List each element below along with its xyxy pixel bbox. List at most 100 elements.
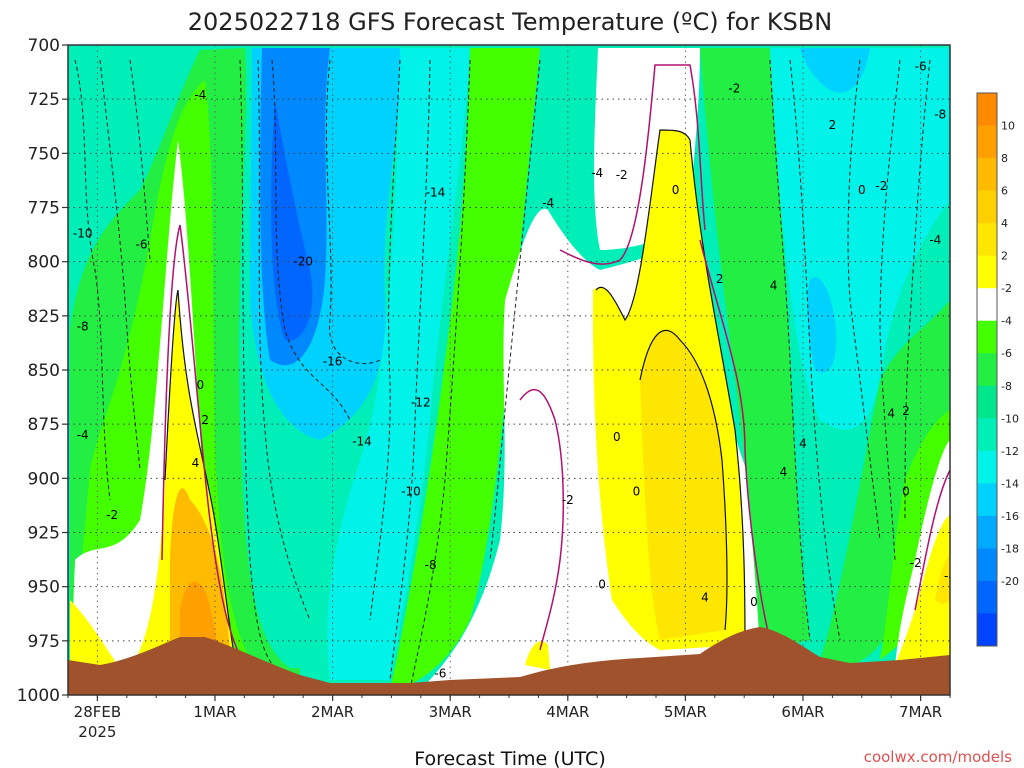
contour-line xyxy=(326,59,381,365)
x-tick-sublabel: 2025 xyxy=(78,723,116,741)
colorbar-label: 6 xyxy=(1001,185,1008,198)
contour-line xyxy=(164,289,236,661)
region-green-mid xyxy=(390,48,540,690)
contour-label: 0 xyxy=(613,430,621,444)
contour-line xyxy=(74,59,111,501)
contour-line xyxy=(789,59,841,641)
colorbar-bin xyxy=(977,288,997,322)
y-tick-label: 950 xyxy=(28,578,60,598)
contour-line xyxy=(389,59,431,681)
contour-label: -4 xyxy=(194,88,206,102)
contour-label: -12 xyxy=(411,396,431,410)
contour-label: -2 xyxy=(910,556,922,570)
colorbar-bin xyxy=(977,158,997,192)
colorbar-label: -10 xyxy=(1001,412,1019,425)
contour-label: 2 xyxy=(829,118,837,132)
contour-line xyxy=(904,59,931,521)
colorbar-bin xyxy=(977,223,997,257)
contour-label: -4 xyxy=(77,428,89,442)
contour-label: -2 xyxy=(728,81,740,95)
colorbar-label: -14 xyxy=(1001,477,1019,490)
contour-line xyxy=(847,59,881,541)
x-tick-label: 3MAR xyxy=(429,703,472,721)
contour-label: 4 xyxy=(799,437,807,451)
y-tick-label: 750 xyxy=(28,144,60,164)
contour-labels: -4-10-6-8-4-2024-20-16-14-14-12-10-8-6-4… xyxy=(73,60,970,681)
contour-line xyxy=(519,388,565,651)
y-tick-label: 700 xyxy=(28,36,60,56)
contour-label: 0 xyxy=(633,484,641,498)
colorbar-bin xyxy=(977,93,997,127)
contour-label: -8 xyxy=(934,107,946,121)
colorbar-label: -8 xyxy=(1001,380,1012,393)
contour-line xyxy=(239,59,276,669)
contour-line xyxy=(595,129,746,646)
region-gold-mid xyxy=(640,330,727,640)
region-lightblue-right xyxy=(800,48,870,93)
contour-line xyxy=(914,469,950,611)
contour-label: -14 xyxy=(352,435,372,449)
contour-line xyxy=(639,329,728,631)
contour-label: -6 xyxy=(915,60,927,74)
contour-lines xyxy=(74,59,950,691)
contour-line xyxy=(257,59,311,621)
x-tick-label: 2MAR xyxy=(311,703,354,721)
contour-label: -8 xyxy=(77,320,89,334)
contour-label: -10 xyxy=(401,484,421,498)
contour-label: 0 xyxy=(598,578,606,592)
contour-label: 0 xyxy=(858,183,866,197)
colorbar-bin xyxy=(977,255,997,289)
region-cyan-mid xyxy=(327,48,470,680)
contour-label: 4 xyxy=(770,279,778,293)
colorbar-label: 10 xyxy=(1001,120,1015,133)
chart-title: 2025022718 GFS Forecast Temperature (ºC)… xyxy=(188,8,832,36)
contour-label: -2 xyxy=(106,508,118,522)
contour-label: -4 xyxy=(929,233,941,247)
contour-label: -10 xyxy=(950,196,970,210)
x-axis: 28FEB 2025 1MAR 2MAR 3MAR 4MAR 5MAR 6MAR 7MAR xyxy=(67,695,951,741)
contour-label: 4 xyxy=(780,465,788,479)
x-tick-label: 5MAR xyxy=(664,703,707,721)
colorbar-bin xyxy=(977,353,997,387)
contour-line xyxy=(99,59,141,471)
contour-label: 0 xyxy=(196,378,204,392)
x-tick-label: 28FEB xyxy=(74,703,121,721)
colorbar-label: -20 xyxy=(1001,575,1019,588)
contour-label: -4 xyxy=(591,166,603,180)
contour-label: -2 xyxy=(562,493,574,507)
contour-line xyxy=(559,64,706,265)
colorbar-label: 2 xyxy=(1001,250,1008,263)
contour-label: -16 xyxy=(323,354,343,368)
region-blue-spot xyxy=(807,277,837,373)
x-axis-label: Forecast Time (UTC) xyxy=(414,748,605,768)
contour-label: 2 xyxy=(716,272,724,286)
region-deeporange-left xyxy=(180,581,218,655)
colorbar-label: -6 xyxy=(1001,347,1012,360)
contour-label: -6 xyxy=(434,666,446,680)
contour-label: -2 xyxy=(875,179,887,193)
y-tick-label: 1000 xyxy=(17,686,60,706)
region-gold-right xyxy=(935,555,950,604)
contour-line xyxy=(409,59,471,691)
colorbar-bin xyxy=(977,548,997,582)
contour-line xyxy=(769,59,811,641)
colorbar-label: -16 xyxy=(1001,510,1019,523)
colorbar-bin xyxy=(977,580,997,614)
region-lightgreen-right xyxy=(880,410,950,660)
colorbar-bin xyxy=(977,190,997,224)
colorbar-label: 4 xyxy=(1001,217,1008,230)
contour-label: -6 xyxy=(136,237,148,251)
y-tick-label: 850 xyxy=(28,361,60,381)
colorbar-label: -2 xyxy=(1001,282,1012,295)
contour-label: -4 xyxy=(542,196,554,210)
region-yellow-small xyxy=(525,641,550,670)
colorbar-bin xyxy=(977,385,997,419)
region-yellow-right xyxy=(895,515,950,665)
contour-line xyxy=(129,59,151,261)
terrain-surface xyxy=(68,627,950,695)
x-tick-label: 7MAR xyxy=(899,703,942,721)
contour-label: -20 xyxy=(293,255,313,269)
colorbar-bin xyxy=(977,418,997,452)
region-green-right-low xyxy=(820,300,950,665)
